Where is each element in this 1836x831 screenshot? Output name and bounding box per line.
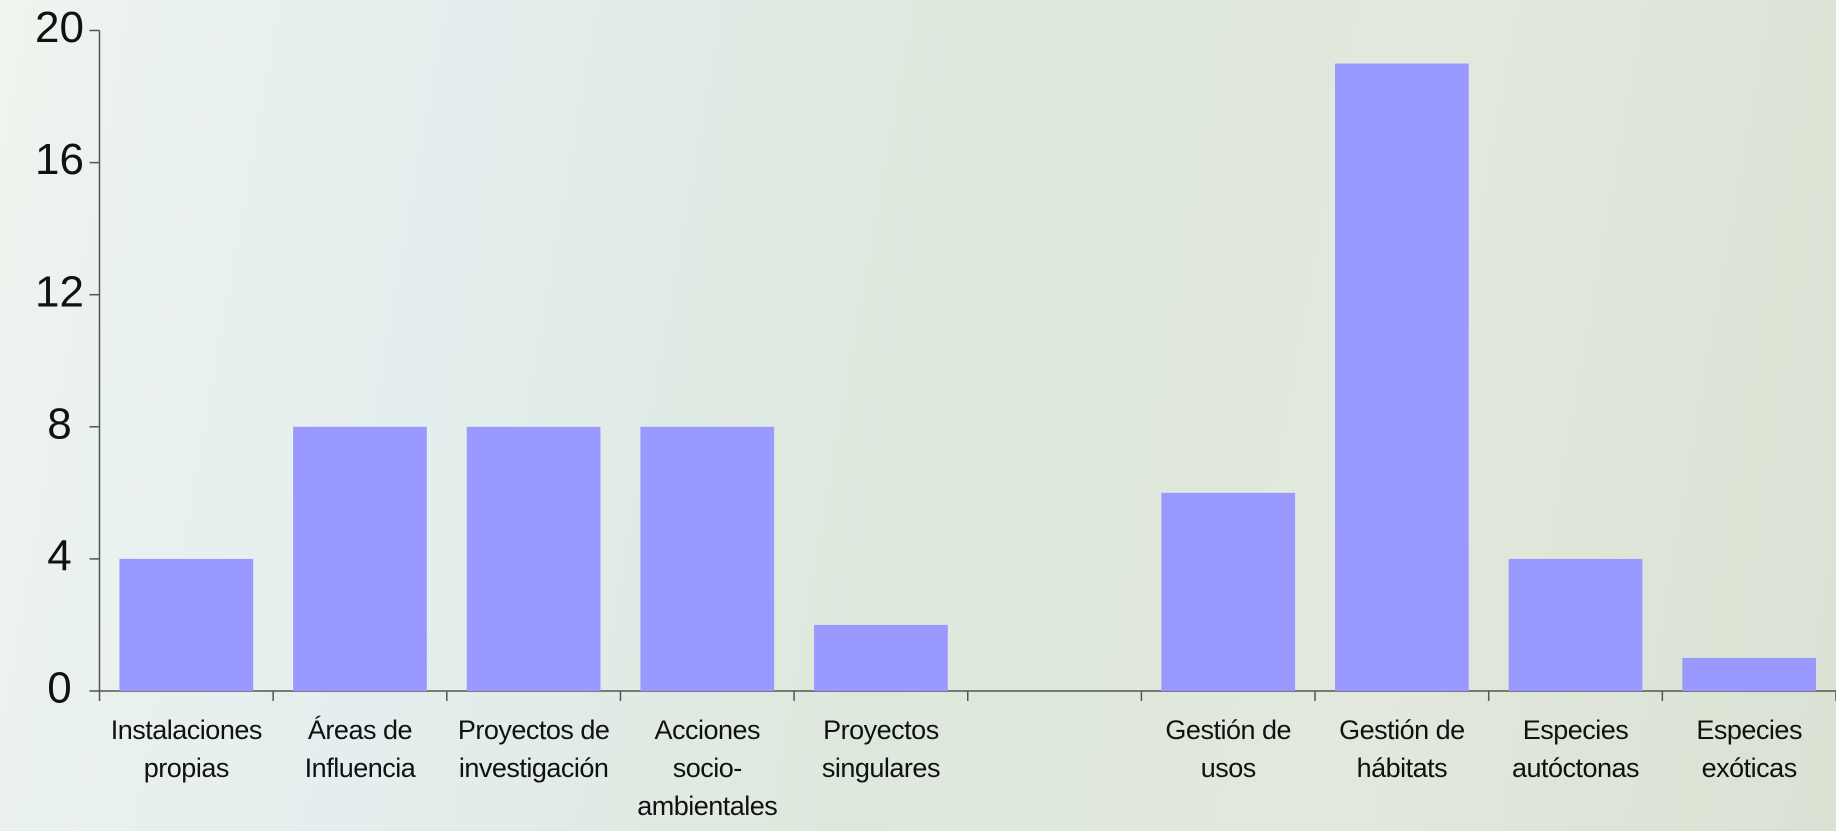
x-tick-label: Proyectos singulares (794, 711, 968, 787)
plot-area: 0 4 8 12 16 20 (0, 0, 1836, 831)
bar (119, 559, 253, 691)
bar (640, 427, 774, 691)
bar (1161, 493, 1295, 691)
bar (1682, 658, 1816, 691)
y-tick-label: 4 (47, 532, 71, 581)
x-tick-label: Gestión de usos (1141, 711, 1315, 787)
chart: 0 4 8 12 16 20 Instalaciones propiasÁreas de … (0, 0, 1836, 831)
bar (1335, 64, 1469, 691)
x-tick-label: Acciones socio- ambientales (620, 711, 794, 825)
y-tick-label: 16 (35, 135, 84, 184)
bar (467, 427, 601, 691)
x-tick-label: Instalaciones propias (99, 711, 273, 787)
y-tick-label: 8 (47, 399, 71, 448)
bar (293, 427, 427, 691)
x-tick-label: Áreas de Influencia (273, 711, 447, 787)
x-tick-label: Gestión de hábitats (1315, 711, 1489, 787)
y-tick-label: 0 (47, 664, 71, 713)
y-tick-label: 20 (35, 3, 84, 52)
bar (1509, 559, 1643, 691)
bar (814, 625, 948, 691)
x-tick-label: Proyectos de investigación (447, 711, 621, 787)
y-tick-label: 12 (35, 267, 84, 316)
x-tick-label: Especies exóticas (1662, 711, 1836, 787)
x-tick-label: Especies autóctonas (1489, 711, 1663, 787)
